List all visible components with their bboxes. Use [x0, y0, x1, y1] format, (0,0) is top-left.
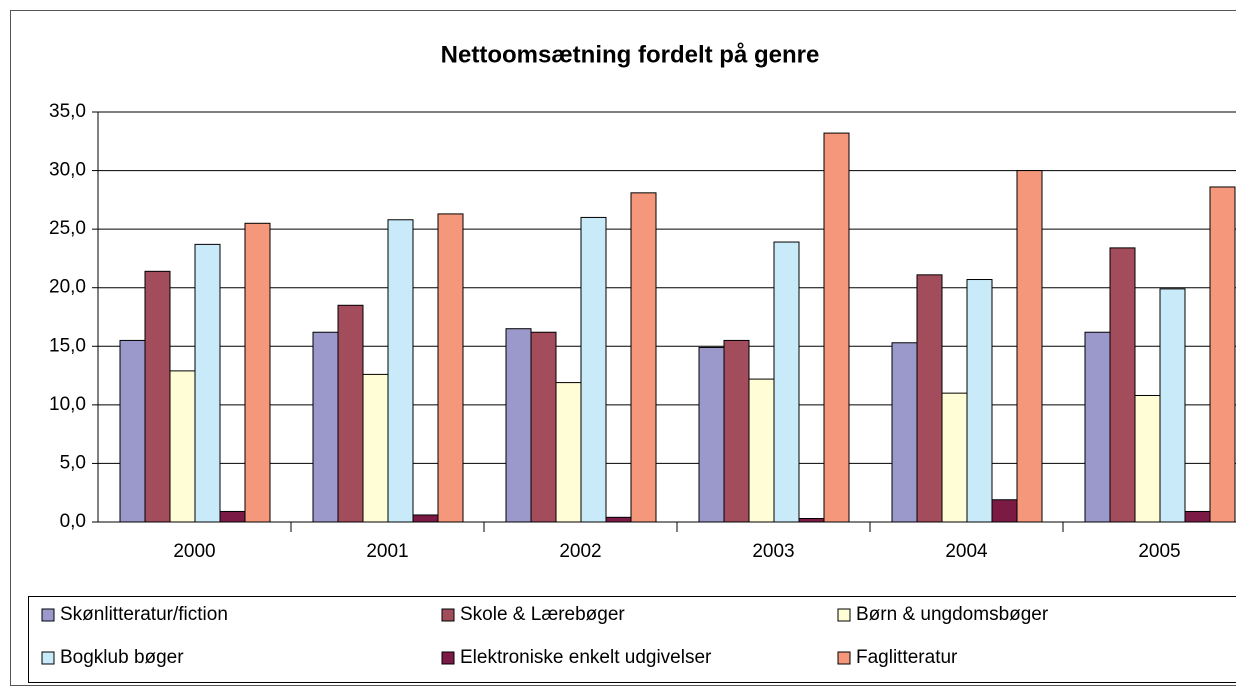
bar — [916, 274, 943, 523]
bar — [505, 328, 532, 523]
bar — [1159, 288, 1186, 523]
legend-label: Bogklub bøger — [60, 647, 184, 668]
bar — [144, 270, 171, 523]
x-tick-label: 2004 — [945, 541, 988, 562]
y-tick-label: 0,0 — [60, 511, 86, 532]
chart-title: Nettoomsætning fordelt på genre — [441, 41, 820, 68]
legend-label: Børn & ungdomsbøger — [856, 604, 1049, 625]
bar — [119, 339, 146, 523]
bar — [387, 219, 414, 523]
legend-label: Skønlitteratur/fiction — [60, 604, 228, 625]
bar — [823, 132, 850, 523]
legend-box — [28, 596, 1236, 683]
y-tick-label: 5,0 — [60, 452, 86, 473]
bar — [555, 382, 582, 523]
y-tick-label: 25,0 — [49, 218, 86, 239]
bar — [1016, 170, 1043, 523]
y-tick-label: 35,0 — [49, 101, 86, 122]
bar — [773, 241, 800, 523]
legend-swatch — [441, 651, 455, 665]
bar — [891, 342, 918, 523]
bar — [580, 216, 607, 523]
bar — [337, 304, 364, 523]
x-tick-label: 2000 — [173, 541, 215, 562]
x-tick-label: 2003 — [752, 541, 794, 562]
legend-label: Elektroniske enkelt udgivelser — [460, 647, 712, 668]
bar — [605, 516, 632, 523]
bar — [941, 392, 968, 523]
x-tick-label: 2005 — [1138, 541, 1180, 562]
bar — [1134, 394, 1161, 523]
y-tick-label: 10,0 — [49, 394, 86, 415]
bar — [991, 499, 1018, 523]
bar — [219, 510, 246, 523]
bar — [194, 243, 221, 523]
x-tick-label: 2001 — [366, 541, 408, 562]
bar — [312, 331, 339, 523]
bar — [698, 346, 725, 523]
y-tick-label: 30,0 — [49, 160, 86, 181]
bar — [630, 192, 657, 523]
bar — [966, 279, 993, 523]
y-tick-label: 15,0 — [49, 335, 86, 356]
bar — [1109, 247, 1136, 523]
x-tick-label: 2002 — [559, 541, 601, 562]
bar — [530, 331, 557, 523]
legend-swatch — [837, 608, 851, 622]
bar — [412, 514, 439, 523]
bar — [437, 213, 464, 523]
legend-label: Skole & Lærebøger — [460, 604, 625, 625]
legend-swatch — [41, 608, 55, 622]
bar — [748, 378, 775, 523]
legend-label: Faglitteratur — [856, 647, 958, 668]
bar — [169, 370, 196, 523]
bar — [1209, 186, 1236, 523]
legend-swatch — [837, 651, 851, 665]
legend-swatch — [441, 608, 455, 622]
bar — [362, 373, 389, 523]
bar — [723, 339, 750, 523]
bar — [244, 222, 271, 523]
bar — [1184, 510, 1211, 523]
legend-swatch — [41, 651, 55, 665]
bar — [798, 517, 825, 523]
bar — [1084, 331, 1111, 523]
y-tick-label: 20,0 — [49, 277, 86, 298]
